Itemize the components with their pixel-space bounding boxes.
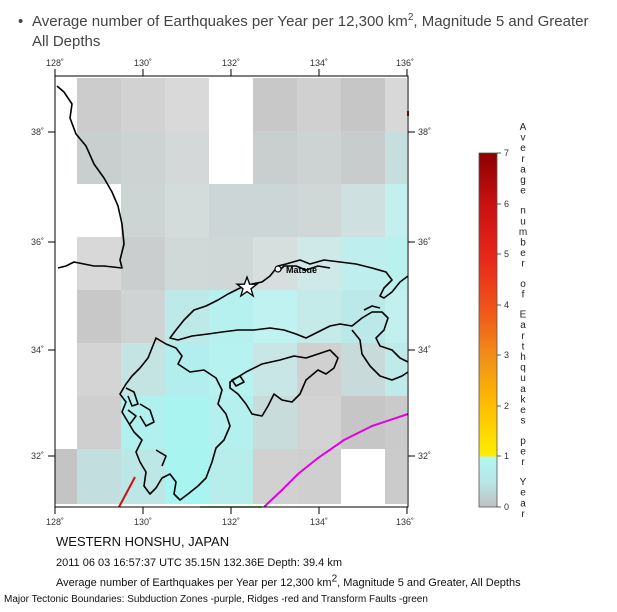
color-scale-title-char: p [520, 436, 526, 447]
lon-label-130: 130˚ [134, 58, 152, 68]
title-line-1: Average number of Earthquakes per Year p… [32, 12, 613, 32]
star-icon [235, 275, 259, 298]
lon-label-bottom-128: 128˚ [46, 517, 64, 527]
lon-label-bottom-130: 130˚ [134, 517, 152, 527]
color-scale-title-char: n [520, 206, 526, 217]
title-main-text: Average number of Earthquakes per Year p… [32, 13, 408, 30]
lat-labels-left: 38˚ 36˚ 34˚ 32˚ [31, 127, 44, 461]
lat-label-right-36: 36˚ [418, 237, 431, 247]
kyushu-coastline [119, 337, 231, 501]
color-scale-title-char: E [520, 310, 527, 321]
page-title: • Average number of Earthquakes per Year… [18, 12, 613, 52]
lat-label-36: 36˚ [31, 237, 44, 247]
color-scale-title-char: r [521, 457, 525, 468]
lon-label-bottom-132: 132˚ [222, 517, 240, 527]
color-scale-title-char: r [521, 154, 525, 165]
color-scale-title-char: e [520, 248, 526, 259]
city-marker [274, 265, 282, 273]
boundaries-caption: Major Tectonic Boundaries: Subduction Zo… [4, 594, 428, 605]
color-scale-title-char: e [520, 488, 526, 499]
color-scale-title-char: r [521, 509, 525, 520]
lat-label-34: 34˚ [31, 345, 44, 355]
title-bullet: • [18, 13, 24, 30]
frame-ticks [48, 69, 415, 514]
color-scale-bar [478, 152, 498, 508]
seismicity-grid [55, 78, 407, 504]
color-scale-title-char: a [520, 384, 526, 395]
subduction-boundary [263, 413, 409, 508]
lon-label-128: 128˚ [46, 58, 64, 68]
color-scale-title-char: u [520, 216, 526, 227]
lon-label-bottom-134: 134˚ [310, 517, 328, 527]
scale-tick-0: 0 [504, 502, 509, 512]
seismicity-map: 128˚ 130˚ 132˚ 134˚ 136˚ 128˚ 130˚ 132˚ … [31, 58, 527, 527]
average-caption-text: Average number of Earthquakes per Year p… [56, 577, 332, 589]
title-superscript: 2 [407, 12, 414, 23]
color-scale-title-char: o [520, 279, 526, 290]
scale-tick-5: 5 [504, 249, 509, 259]
lat-label-38: 38˚ [31, 127, 44, 137]
coastlines [56, 85, 409, 501]
lon-label-132: 132˚ [222, 58, 240, 68]
honshu-coastline [169, 259, 409, 363]
color-scale-labels: 7 6 5 4 3 2 1 0 [504, 148, 509, 512]
color-scale-title-char: v [521, 133, 526, 144]
color-scale-title-char: q [520, 363, 526, 374]
scale-tick-3: 3 [504, 350, 509, 360]
color-scale-title-char: h [520, 352, 526, 363]
lon-label-136: 136˚ [396, 58, 414, 68]
color-scale-title-char: s [521, 416, 526, 427]
lon-labels-bottom: 128˚ 130˚ 132˚ 134˚ 136˚ [46, 517, 414, 527]
shikoku-coastline [229, 349, 339, 417]
color-scale-title-char: u [520, 373, 526, 384]
color-scale-title-char: t [522, 341, 525, 352]
color-scale-title-char: Y [520, 477, 527, 488]
average-caption-tail: , Magnitude 5 and Greater, All Depths [337, 577, 521, 589]
scale-tick-4: 4 [504, 300, 509, 310]
color-scale-title-char: a [520, 498, 526, 509]
color-scale-title-char: r [521, 331, 525, 342]
color-scale-title-char: e [520, 446, 526, 457]
scale-tick-1: 1 [504, 451, 509, 461]
color-scale-title-char: A [520, 122, 527, 133]
scale-tick-6: 6 [504, 199, 509, 209]
lon-labels-top: 128˚ 130˚ 132˚ 134˚ 136˚ [46, 58, 414, 68]
scale-tick-2: 2 [504, 401, 509, 411]
lat-labels-right: 38˚ 36˚ 34˚ 32˚ [418, 127, 431, 461]
color-scale-title-char: a [520, 320, 526, 331]
title-line-2: All Depths [32, 33, 101, 50]
scale-tick-7: 7 [504, 148, 509, 158]
region-caption: WESTERN HONSHU, JAPAN [56, 534, 230, 549]
color-scale-title-char: r [521, 259, 525, 270]
average-caption: Average number of Earthquakes per Year p… [56, 574, 521, 589]
color-scale-title-char: b [520, 238, 526, 249]
color-scale-title-char: e [520, 143, 526, 154]
color-scale-title-char: m [519, 227, 527, 238]
color-scale-title-char: f [522, 290, 525, 301]
title-trailing-text: , Magnitude 5 and Greater [413, 13, 589, 30]
lon-label-134: 134˚ [310, 58, 328, 68]
event-caption: 2011 06 03 16:57:37 UTC 35.15N 132.36E D… [56, 557, 342, 569]
ridge-boundary [118, 476, 136, 508]
average-caption-sup: 2 [331, 573, 338, 585]
lat-label-right-32: 32˚ [418, 451, 431, 461]
color-scale-title-char: g [520, 175, 526, 186]
lon-label-bottom-136: 136˚ [396, 517, 414, 527]
lat-label-32: 32˚ [31, 451, 44, 461]
color-scale-title-char: k [521, 394, 527, 405]
lat-label-right-38: 38˚ [418, 127, 431, 137]
lat-label-right-34: 34˚ [418, 345, 431, 355]
color-scale-title-char: a [520, 164, 526, 175]
city-label: Matsue [286, 265, 317, 275]
korea-coastline [56, 85, 125, 269]
color-scale-title-char: e [520, 186, 526, 197]
color-scale-ticks [497, 152, 501, 508]
color-scale-title-char: e [520, 405, 526, 416]
